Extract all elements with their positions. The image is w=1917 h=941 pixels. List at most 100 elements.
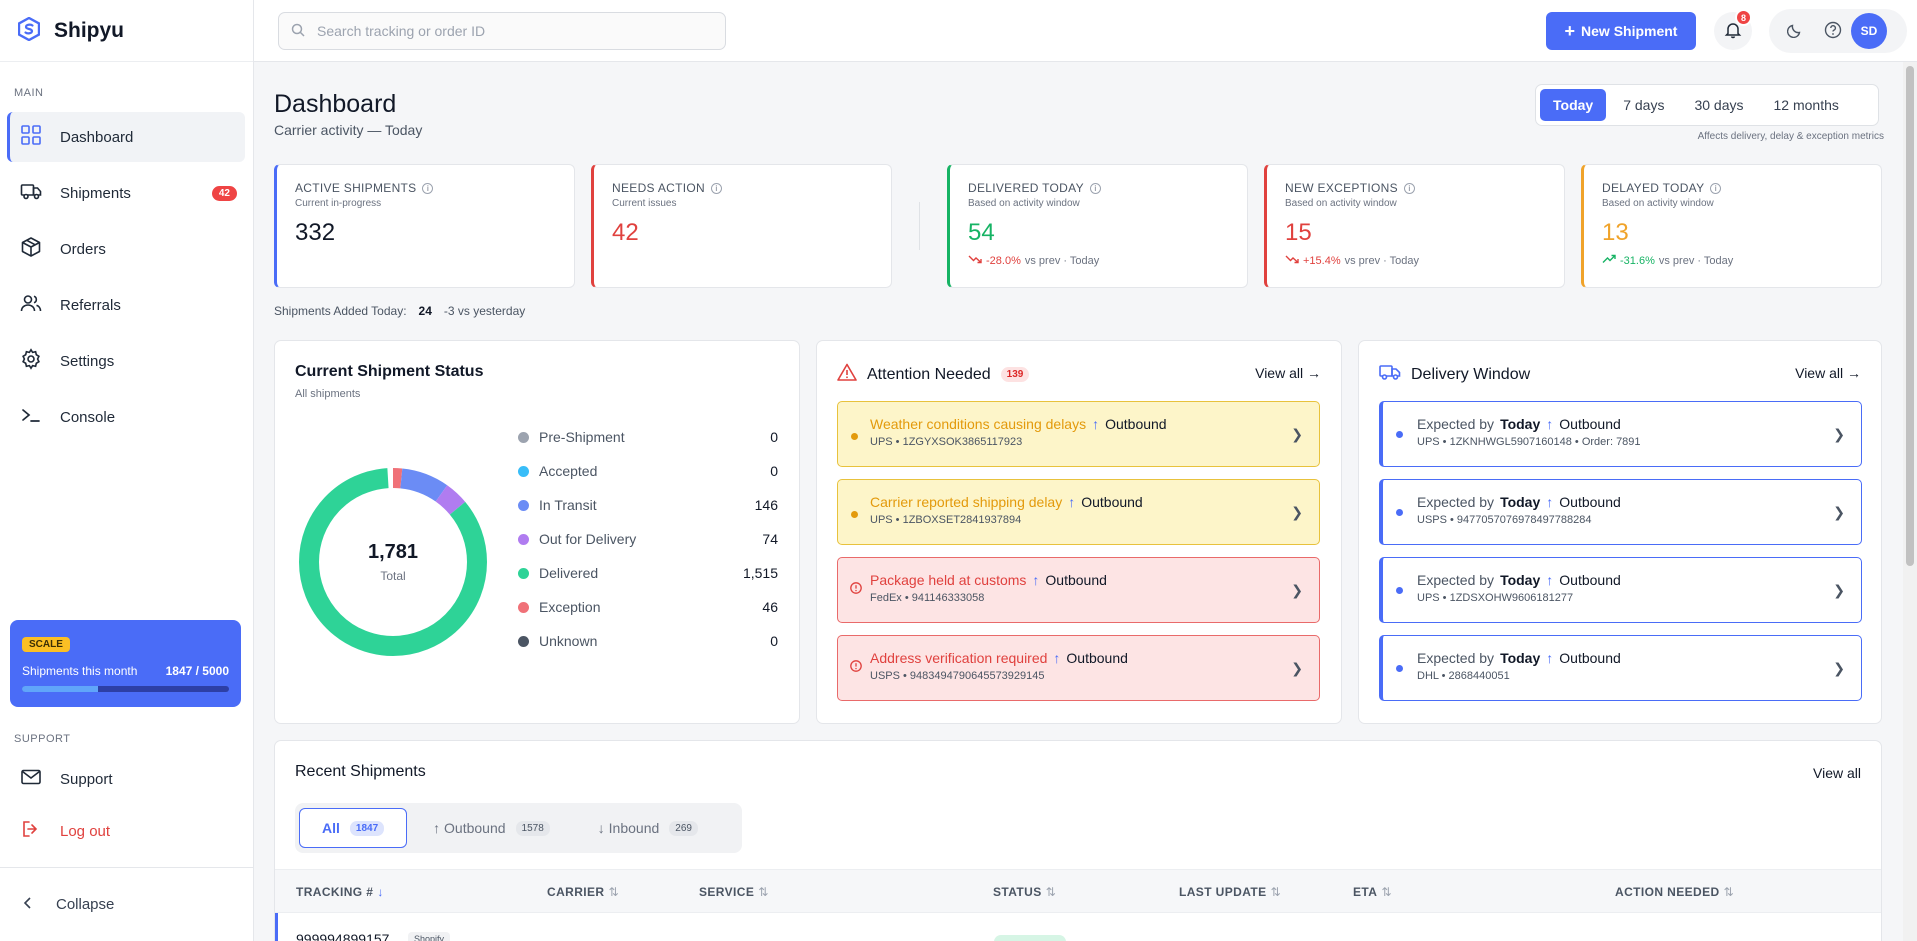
- arrow-up-icon: ↑: [1068, 494, 1076, 510]
- column-header-last-update[interactable]: LAST UPDATE ⇅: [1179, 885, 1281, 899]
- new-shipment-label: New Shipment: [1581, 23, 1678, 39]
- legend-label: Delivered: [539, 565, 599, 581]
- scrollbar-thumb[interactable]: [1906, 66, 1914, 566]
- sidebar-item-dashboard[interactable]: Dashboard: [7, 112, 245, 162]
- sidebar-item-logout[interactable]: Log out: [7, 806, 245, 856]
- sidebar-item-orders[interactable]: Orders: [7, 224, 245, 274]
- kpi-label: DELAYED TODAY: [1602, 181, 1705, 195]
- warning-icon: [837, 363, 857, 386]
- arrow-up-icon: ↑: [1546, 572, 1554, 588]
- sidebar-item-label: Log out: [60, 822, 111, 840]
- trend-up-icon: [1602, 254, 1616, 267]
- grid-icon: [20, 124, 42, 150]
- page-title: Dashboard: [274, 90, 397, 118]
- column-header-eta[interactable]: ETA ⇅: [1353, 885, 1392, 899]
- chevron-left-icon: [22, 896, 34, 914]
- delivery-item[interactable]: Expected by Today ↑ Outbound USPS • 9477057…: [1379, 479, 1862, 545]
- kpi-new-exceptions[interactable]: NEW EXCEPTIONS i Based on activity window…: [1264, 164, 1565, 288]
- attention-item-title: Weather conditions causing delays: [870, 416, 1087, 432]
- column-header-carrier[interactable]: CARRIER ⇅: [547, 885, 619, 899]
- kpi-value: 15: [1285, 219, 1312, 246]
- delivery-direction: Outbound: [1559, 416, 1621, 432]
- tab-label: ↓ Inbound: [597, 820, 660, 836]
- brand[interactable]: Shipyu: [0, 0, 253, 62]
- tracking-number[interactable]: 999994899157: [296, 931, 390, 941]
- bell-icon: [1724, 21, 1742, 42]
- tab-inbound[interactable]: ↓ Inbound 269: [576, 808, 720, 848]
- user-avatar[interactable]: SD: [1851, 13, 1887, 49]
- added-delta: -3 vs yesterday: [443, 304, 526, 318]
- legend-swatch: [518, 635, 529, 647]
- theme-toggle-button[interactable]: [1776, 12, 1814, 50]
- sidebar-item-referrals[interactable]: Referrals: [7, 280, 245, 330]
- attention-view-all-link[interactable]: View all →: [1255, 365, 1321, 381]
- truck-icon: [1379, 363, 1401, 386]
- range-tab-30-days[interactable]: 30 days: [1681, 89, 1756, 121]
- delivery-item[interactable]: Expected by Today ↑ Outbound UPS • 1ZDSXOHW…: [1379, 557, 1862, 623]
- legend-swatch: [518, 601, 529, 613]
- search-box[interactable]: [278, 12, 726, 50]
- column-header-tracking[interactable]: TRACKING # ↓: [296, 885, 384, 899]
- tab-outbound[interactable]: ↑ Outbound 1578: [411, 808, 572, 848]
- sort-icon: ⇅: [1381, 885, 1392, 899]
- delivery-item[interactable]: Expected by Today ↑ Outbound DHL • 28684400…: [1379, 635, 1862, 701]
- kpi-divider: [919, 202, 920, 250]
- delivery-title: Delivery Window: [1411, 365, 1531, 383]
- column-label: TRACKING #: [296, 885, 374, 899]
- legend-value: 0: [770, 633, 778, 649]
- kpi-sub: Based on activity window: [1602, 198, 1714, 209]
- notifications-button[interactable]: 8: [1714, 9, 1752, 50]
- kpi-active-shipments[interactable]: ACTIVE SHIPMENTS i Current in-progress 33…: [274, 164, 575, 288]
- column-header-status[interactable]: STATUS ⇅: [993, 885, 1056, 899]
- delivery-item[interactable]: Expected by Today ↑ Outbound UPS • 1ZKNHWGL…: [1379, 401, 1862, 467]
- kpi-delayed-today[interactable]: DELAYED TODAY i Based on activity window …: [1581, 164, 1882, 288]
- dot-icon: [1396, 665, 1403, 672]
- delivery-detail: DHL • 2868440051: [1417, 670, 1510, 682]
- table-row[interactable]: 999994899157 Shopify: [275, 913, 1881, 941]
- truck-icon: [20, 180, 42, 206]
- collapse-sidebar-button[interactable]: Collapse: [0, 867, 254, 941]
- range-tab-today[interactable]: Today: [1540, 89, 1607, 121]
- sort-icon: ⇅: [758, 885, 769, 899]
- legend-swatch: [518, 465, 529, 477]
- attention-item[interactable]: Carrier reported shipping delay ↑ Outbound…: [837, 479, 1320, 545]
- kpi-change: +15.4%: [1303, 254, 1341, 267]
- column-label: LAST UPDATE: [1179, 885, 1267, 899]
- delivery-direction: Outbound: [1559, 572, 1621, 588]
- column-header-action-needed[interactable]: ACTION NEEDED ⇅: [1615, 885, 1734, 899]
- tab-all[interactable]: All 1847: [299, 808, 408, 848]
- kpi-needs-action[interactable]: NEEDS ACTION i Current issues 42: [591, 164, 892, 288]
- attention-item[interactable]: Address verification required ↑ Outbound U…: [837, 635, 1320, 701]
- added-label: Shipments Added Today:: [274, 304, 407, 318]
- sidebar-item-shipments[interactable]: Shipments 42: [7, 168, 245, 218]
- range-tab-12-months[interactable]: 12 months: [1761, 89, 1852, 121]
- column-header-service[interactable]: SERVICE ⇅: [699, 885, 769, 899]
- delivery-view-all-link[interactable]: View all →: [1795, 365, 1861, 381]
- kpi-delivered-today[interactable]: DELIVERED TODAY i Based on activity windo…: [947, 164, 1248, 288]
- legend-value: 74: [762, 531, 778, 547]
- new-shipment-button[interactable]: + New Shipment: [1546, 12, 1696, 50]
- donut-slice-exception[interactable]: [299, 468, 487, 656]
- chevron-right-icon: ❯: [1833, 426, 1845, 442]
- delivery-direction: Outbound: [1559, 494, 1621, 510]
- donut-slice-delivered[interactable]: [299, 468, 487, 656]
- range-note: Affects delivery, delay & exception metr…: [1697, 131, 1884, 142]
- help-button[interactable]: [1814, 12, 1852, 50]
- kpi-trend-text: vs prev · Today: [1024, 254, 1100, 267]
- page-scrollbar[interactable]: [1903, 62, 1917, 941]
- attention-item[interactable]: Package held at customs ↑ Outbound FedEx •…: [837, 557, 1320, 623]
- search-input[interactable]: [317, 23, 697, 39]
- legend-label: Unknown: [539, 633, 598, 649]
- sidebar-item-support[interactable]: Support: [7, 754, 245, 804]
- users-icon: [20, 292, 42, 318]
- kpi-value: 54: [968, 219, 995, 246]
- attention-item-direction: Outbound: [1066, 650, 1128, 666]
- attention-item[interactable]: Weather conditions causing delays ↑ Outbou…: [837, 401, 1320, 467]
- tab-count: 1847: [349, 820, 385, 836]
- sidebar-item-settings[interactable]: Settings: [7, 336, 245, 386]
- arrow-up-icon: ↑: [1546, 494, 1554, 510]
- sidebar-item-console[interactable]: Console: [7, 392, 245, 442]
- topbar: + New Shipment 8 SD: [254, 0, 1917, 62]
- range-tab-7-days[interactable]: 7 days: [1610, 89, 1677, 121]
- recent-view-all-link[interactable]: View all: [1813, 765, 1861, 781]
